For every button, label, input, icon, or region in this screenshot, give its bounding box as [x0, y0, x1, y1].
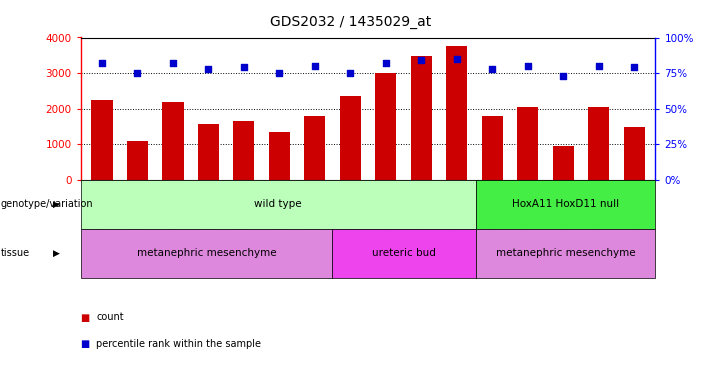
- Point: [593, 63, 604, 69]
- Bar: [268, 132, 290, 180]
- Bar: [446, 46, 468, 180]
- Point: [557, 73, 569, 79]
- Point: [522, 63, 533, 69]
- Text: percentile rank within the sample: percentile rank within the sample: [96, 339, 261, 349]
- Bar: [552, 146, 574, 180]
- Text: ■: ■: [81, 339, 90, 349]
- Point: [380, 60, 391, 66]
- Text: tissue: tissue: [1, 248, 30, 258]
- Bar: [375, 73, 396, 180]
- Bar: [623, 127, 645, 180]
- Point: [486, 66, 498, 72]
- Point: [629, 64, 640, 70]
- Bar: [332, 229, 476, 278]
- Bar: [304, 116, 325, 180]
- Point: [238, 64, 250, 70]
- Point: [451, 56, 463, 62]
- Point: [132, 70, 143, 76]
- Bar: [198, 124, 219, 180]
- Text: HoxA11 HoxD11 null: HoxA11 HoxD11 null: [512, 200, 619, 209]
- Text: metanephric mesenchyme: metanephric mesenchyme: [496, 248, 635, 258]
- Point: [309, 63, 320, 69]
- Text: genotype/variation: genotype/variation: [1, 200, 93, 209]
- Text: ■: ■: [81, 312, 90, 322]
- Text: metanephric mesenchyme: metanephric mesenchyme: [137, 248, 276, 258]
- Text: ▶: ▶: [53, 249, 60, 258]
- Bar: [411, 56, 432, 180]
- Text: ▶: ▶: [53, 200, 60, 209]
- Text: GDS2032 / 1435029_at: GDS2032 / 1435029_at: [270, 15, 431, 29]
- Bar: [476, 229, 655, 278]
- Bar: [81, 180, 476, 229]
- Point: [168, 60, 179, 66]
- Bar: [233, 121, 254, 180]
- Point: [345, 70, 356, 76]
- Bar: [482, 116, 503, 180]
- Bar: [588, 106, 609, 180]
- Text: count: count: [96, 312, 123, 322]
- Text: wild type: wild type: [254, 200, 302, 209]
- Point: [273, 70, 285, 76]
- Bar: [91, 100, 113, 180]
- Bar: [81, 229, 332, 278]
- Bar: [127, 141, 148, 180]
- Bar: [340, 96, 361, 180]
- Point: [416, 57, 427, 63]
- Bar: [162, 102, 184, 180]
- Text: ureteric bud: ureteric bud: [372, 248, 436, 258]
- Bar: [517, 106, 538, 180]
- Point: [96, 60, 107, 66]
- Bar: [476, 180, 655, 229]
- Point: [203, 66, 214, 72]
